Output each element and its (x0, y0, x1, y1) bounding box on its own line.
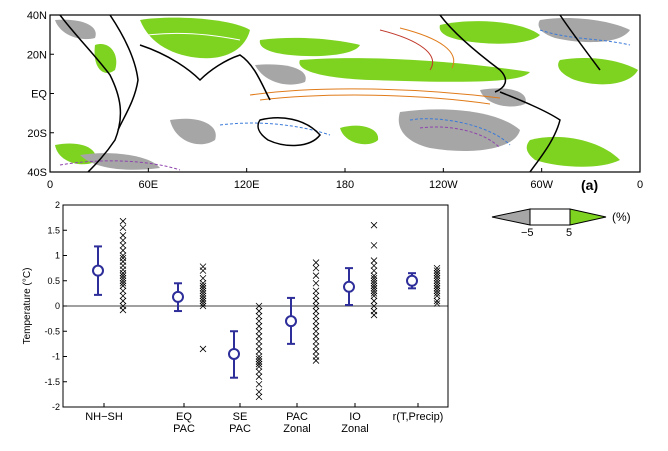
map-lat-tick-label: 40S (27, 167, 47, 179)
scatter-panel: 21.510.50-0.5-1-1.5-2 NH−SH EQPACSEPACPAC… (22, 200, 448, 435)
y-tick-label: 1.5 (47, 225, 60, 235)
x-tick-label: PAC (173, 423, 195, 435)
panel-label: (a) (581, 177, 598, 193)
map-lat-tick-label: 20N (27, 49, 47, 61)
x-tick-label: PAC (286, 411, 308, 423)
map-lat-tick-label: EQ (31, 89, 47, 101)
x-tick-label: PAC (229, 423, 251, 435)
x-tick-label: NH−SH (85, 411, 123, 423)
y-tick-label: 1 (55, 251, 60, 261)
map-lon-tick-label: 0 (637, 179, 643, 191)
y-tick-label: -1 (52, 352, 60, 362)
colorbar-positive-arrow (570, 209, 606, 225)
colorbar-unit: (%) (612, 210, 631, 224)
map-lat-tick-label: 20S (27, 128, 47, 140)
x-tick-label: Zonal (341, 423, 369, 435)
mean-marker (344, 282, 354, 292)
mean-marker (286, 316, 296, 326)
x-tick-label: Zonal (283, 423, 311, 435)
x-tick-label: EQ (176, 411, 192, 423)
x-tick-label: r(T,Precip) (393, 411, 444, 423)
x-tick-label: SE (233, 411, 248, 423)
map-lon-tick-label: 60E (139, 179, 159, 191)
colorbar-neutral (530, 209, 570, 225)
map-lat-tick-label: 40N (27, 10, 47, 22)
mean-marker (173, 292, 183, 302)
mean-marker (93, 266, 103, 276)
y-tick-label: -1.5 (44, 377, 60, 387)
map-lon-tick-label: 120W (429, 179, 458, 191)
map-lon-tick-label: 180 (336, 179, 354, 191)
y-tick-label: -0.5 (44, 326, 60, 336)
y-tick-label: 2 (55, 200, 60, 210)
y-tick-label: 0.5 (47, 276, 60, 286)
colorbar-negative-arrow (492, 209, 530, 225)
y-axis-label: Temperature (°C) (22, 268, 33, 345)
y-tick-label: -2 (52, 402, 60, 412)
y-tick-label: 0 (55, 301, 60, 311)
mean-marker (407, 276, 417, 286)
map-panel: 40N 20N EQ 20S 40S 0 60E 120E 180 120W 60W 0 (a) (27, 10, 643, 193)
mean-marker (229, 349, 239, 359)
map-lon-tick-label: 120E (234, 179, 260, 191)
x-tick-label: IO (349, 411, 361, 423)
colorbar-tick-negative: −5 (521, 227, 534, 239)
colorbar: −5 5 (%) (492, 209, 631, 239)
map-lon-tick-label: 60W (530, 179, 553, 191)
colorbar-tick-positive: 5 (566, 227, 572, 239)
scatter-x-ticks: NH−SH EQPACSEPACPACZonalIOZonalr(T,Precip… (85, 403, 443, 435)
map-lon-tick-label: 0 (47, 179, 53, 191)
